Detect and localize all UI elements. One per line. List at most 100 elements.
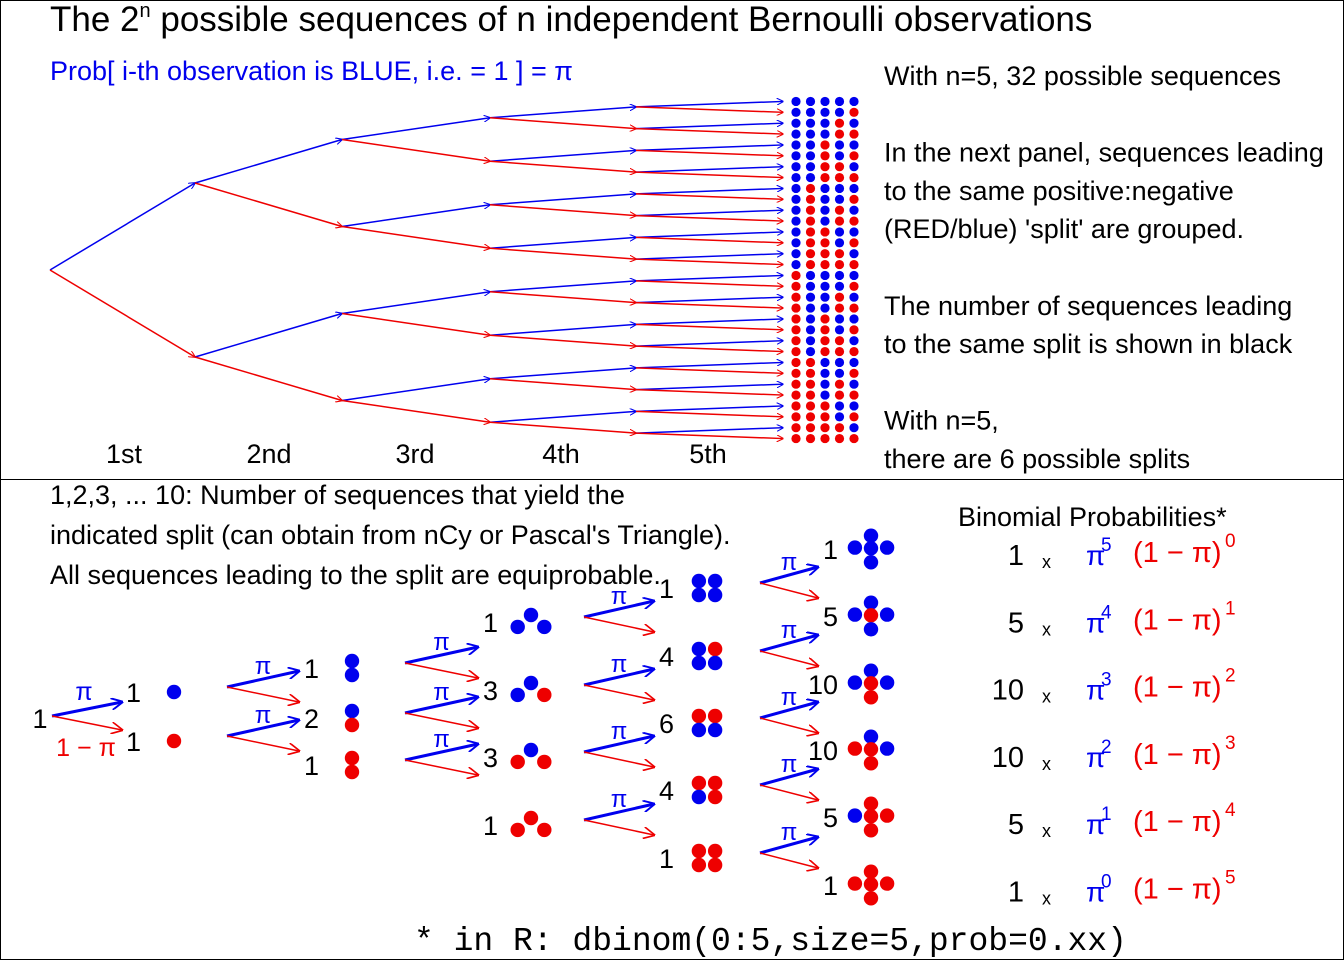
pi-arrow — [404, 697, 478, 715]
pi-exponent: 3 — [1101, 670, 1112, 691]
tree-branch-blue — [635, 428, 783, 434]
red-dot — [863, 891, 879, 906]
sequence-dot — [849, 303, 859, 313]
sequence-dot — [849, 412, 859, 422]
sequence-dot — [834, 162, 845, 172]
intro-line: All sequences leading to the split are e… — [50, 560, 661, 590]
sequence-dot — [834, 346, 845, 357]
tree-branch-red — [635, 410, 783, 416]
pi-exponent: 5 — [1101, 535, 1112, 556]
sequence-count: 2 — [304, 704, 319, 734]
pi-arrow — [226, 720, 299, 738]
sequence-count: 1 — [483, 608, 498, 638]
times-sign: x — [1042, 821, 1051, 841]
sequence-dot — [805, 270, 816, 281]
red-dot — [344, 717, 360, 733]
sequence-dot — [834, 314, 845, 324]
note-line: The number of sequences leading — [884, 291, 1292, 321]
red-dot — [879, 808, 895, 823]
red-dot — [847, 876, 863, 891]
tree-branch-blue — [635, 167, 783, 173]
sequence-count: 1 — [823, 535, 838, 565]
pi-arrow — [759, 635, 818, 653]
tree-branch-blue — [635, 101, 783, 108]
binomial-header: Binomial Probabilities* — [958, 502, 1227, 532]
stage-label: 3rd — [395, 439, 434, 469]
pi-arrow — [759, 567, 818, 585]
sequence-dot — [834, 205, 845, 215]
one-minus-pi-exponent: 3 — [1225, 733, 1236, 754]
red-dot — [166, 733, 182, 749]
sequence-dot — [791, 292, 801, 302]
sequence-dot — [834, 325, 845, 335]
sequence-dot — [849, 183, 859, 194]
one-minus-pi-term: (1 − π) — [1133, 739, 1222, 771]
sequence-dot — [849, 325, 859, 335]
sequence-dot — [805, 336, 816, 346]
red-dot — [707, 857, 723, 873]
one-minus-pi-term: (1 − π) — [1133, 806, 1222, 838]
sequence-dot — [820, 368, 830, 378]
binomial-coefficient: 10 — [992, 742, 1024, 774]
pi-arrow — [759, 769, 818, 787]
sequence-count: 1 — [659, 844, 674, 874]
sequence-dot — [791, 249, 801, 259]
sequence-dot — [791, 357, 801, 368]
tree-branch-blue — [635, 145, 783, 152]
pi-label: π — [611, 651, 628, 678]
binomial-coefficient: 5 — [1008, 607, 1024, 639]
red-dot — [707, 708, 723, 724]
pi-symbol: π — [1086, 540, 1105, 571]
blue-dot — [691, 722, 707, 738]
times-sign: x — [1042, 889, 1051, 909]
red-dot — [344, 750, 360, 766]
sequence-dot — [849, 368, 859, 378]
sequence-dot — [849, 227, 859, 237]
sequence-dot — [805, 368, 816, 378]
pascal-diagram: 1π1 − π1π1π1π2π1π1π3π3π1π1π4π6π4π1π15101… — [32, 528, 895, 906]
tree-branch-red — [341, 138, 490, 162]
red-dot — [537, 754, 552, 770]
red-dot — [691, 843, 707, 859]
sequence-dot — [849, 433, 859, 444]
blue-dot — [691, 789, 707, 805]
note-line: to the same split is shown in black — [884, 329, 1293, 359]
sequence-dot — [805, 390, 816, 400]
red-dot — [863, 676, 879, 691]
times-sign: x — [1042, 754, 1051, 774]
red-dot — [863, 690, 879, 705]
tree-branch-blue — [635, 123, 783, 130]
blue-dot — [863, 622, 879, 637]
sequence-dot — [820, 162, 830, 172]
blue-dot — [344, 653, 360, 669]
sequence-dot — [849, 194, 859, 204]
sequence-dot — [834, 227, 845, 237]
red-dot — [863, 756, 879, 771]
one-minus-pi-arrow — [404, 759, 478, 775]
stage-labels: 1st 2nd 3rd 4th 5th — [106, 439, 727, 469]
tree-branch-blue — [489, 107, 636, 119]
tree-branch-red — [489, 378, 636, 390]
one-minus-pi-arrow — [583, 684, 654, 700]
tree-branch-red — [194, 356, 342, 401]
times-sign: x — [1042, 552, 1051, 572]
sequence-dot — [849, 401, 859, 411]
sequence-dot — [820, 194, 830, 204]
tree-branch-red — [489, 421, 636, 433]
sequence-dot — [791, 346, 801, 357]
red-dot — [691, 775, 707, 791]
sequence-dot — [805, 129, 816, 139]
sequence-dot — [820, 216, 830, 226]
blue-dot — [523, 742, 539, 758]
blue-dot — [863, 541, 879, 556]
sequence-dot — [805, 216, 816, 226]
pi-exponent: 1 — [1101, 804, 1112, 825]
blue-dot — [863, 595, 879, 610]
sequence-dot — [849, 205, 859, 215]
tree-branch-blue — [635, 362, 783, 369]
sequence-dot — [820, 259, 830, 270]
sequence-dot — [849, 118, 859, 128]
blue-dot — [691, 587, 707, 603]
sequence-dot — [805, 238, 816, 248]
sequence-count: 3 — [483, 676, 498, 706]
